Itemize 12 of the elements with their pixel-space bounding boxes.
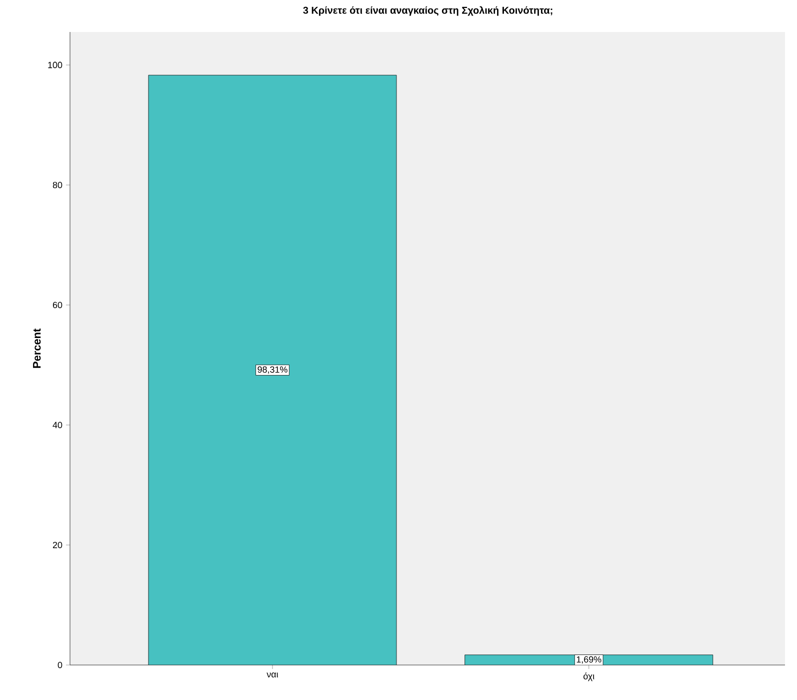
y-tick-label: 40 [52,422,62,428]
y-tick-label: 80 [52,182,62,188]
data-label: 98,31% [258,366,288,374]
chart-title: 3 Κρίνετε ότι είναι αναγκαίος στη Σχολική Κοινότητα; [303,6,552,16]
y-tick-label: 100 [48,62,62,68]
y-tick-label: 20 [52,542,62,548]
y-axis-title: Percent [33,328,41,368]
x-tick-label: όχι [584,672,594,682]
data-label: 1,69% [576,656,602,664]
y-tick-label: 60 [52,302,62,308]
x-tick-label: ναι [266,672,278,678]
y-tick-label: 0 [58,662,62,668]
